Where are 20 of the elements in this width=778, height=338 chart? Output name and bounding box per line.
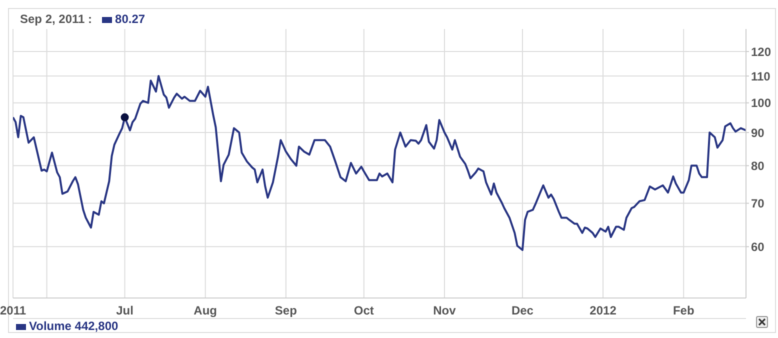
text: Volume 442,800: [28, 319, 118, 333]
x-tick-label: 2011: [0, 304, 26, 318]
y-tick-label: 60: [751, 240, 765, 254]
y-tick-label: 120: [751, 44, 772, 59]
x-tick-label: Jul: [116, 304, 134, 318]
x-tick-label: Feb: [672, 304, 694, 318]
y-tick-label: 90: [751, 126, 765, 140]
x-tick-label: Dec: [511, 304, 534, 318]
y-tick-label: 110: [751, 69, 771, 84]
x-tick-label: Sep: [274, 304, 297, 318]
x-tick-label: Nov: [433, 304, 456, 318]
line-series: [13, 75, 746, 251]
y-tick-label: 80: [751, 158, 765, 173]
x-tick-label: 2012: [590, 304, 617, 318]
x-tick-label: Oct: [354, 304, 374, 318]
y-tick-label: 70: [751, 196, 765, 211]
x-tick-label: Aug: [194, 304, 218, 318]
y-tick-label: 100: [751, 96, 772, 110]
text: 80.27: [114, 12, 146, 26]
text: Sep 2, 2011 :: [20, 12, 92, 26]
